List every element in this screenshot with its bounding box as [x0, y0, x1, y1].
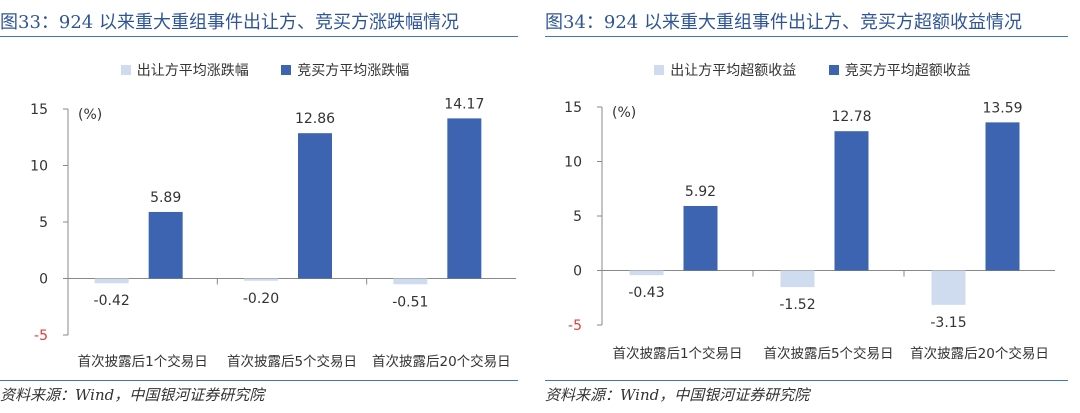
legend-item-seller-excess: 出让方平均超额收益 [654, 60, 796, 80]
x-category-label: 首次披露后1个交易日 [612, 345, 742, 362]
y-tick-label: -5 [34, 328, 48, 344]
x-category-label: 首次披露后5个交易日 [763, 345, 893, 362]
y-tick-label: 15 [30, 102, 48, 118]
bar-seller [780, 270, 815, 288]
legend-label-seller: 出让方平均涨跌幅 [136, 63, 249, 79]
figure-33-chart: -5 0 5 10 15 (%) -0.42 5.89 首次披露后1个交易日 -0.20 12.86… [30, 96, 516, 370]
x-category-label: 首次披露后5个交易日 [227, 353, 357, 370]
legend-label-seller-excess: 出让方平均超额收益 [670, 63, 797, 79]
y-tick-label: 10 [564, 155, 582, 171]
y-tick-label: 5 [573, 209, 582, 225]
bar-buyer [148, 211, 183, 279]
data-label-seller: -1.52 [779, 297, 815, 313]
x-category-label: 首次披露后20个交易日 [910, 345, 1049, 362]
figure-34-title-rule [545, 36, 1068, 37]
data-label-seller: -0.42 [94, 293, 130, 309]
legend-label-buyer-excess: 竞买方平均超额收益 [844, 63, 971, 79]
legend-item-buyer-excess: 竞买方平均超额收益 [828, 60, 971, 80]
data-label-buyer: 14.17 [444, 96, 484, 112]
figure-33-source: 资料来源：Wind，中国银河证券研究院 [0, 386, 265, 404]
figure-34-chart: -5 0 5 10 15 (%) -0.43 5.92 首次披露后1个交易日 -1.52 12.78… [564, 100, 1055, 362]
data-label-buyer: 12.78 [831, 109, 871, 125]
figure-34-panel: 图34：924 以来重大重组事件出让方、竞买方超额收益情况 出让方平均超额收益 … [545, 0, 1080, 413]
legend-item-buyer: 竞买方平均涨跌幅 [281, 60, 409, 80]
bar-seller [393, 278, 428, 285]
figure-34-source-rule [545, 380, 1068, 381]
bar-seller [94, 278, 129, 284]
bar-seller [931, 270, 966, 305]
bar-buyer [447, 118, 482, 279]
figure-33-legend: 出让方平均涨跌幅 竞买方平均涨跌幅 [0, 60, 530, 80]
bar-seller [629, 270, 664, 276]
data-label-seller: -0.51 [392, 294, 428, 310]
legend-swatch-seller-excess [654, 65, 665, 75]
y-tick-label: 0 [573, 264, 582, 280]
figure-34-legend: 出让方平均超额收益 竞买方平均超额收益 [545, 60, 1080, 80]
y-tick-label: 15 [564, 100, 582, 116]
figure-33-title-rule [0, 36, 518, 37]
figure-33-title: 图33：924 以来重大重组事件出让方、竞买方涨跌幅情况 [0, 12, 459, 33]
legend-swatch-buyer [281, 65, 292, 75]
bar-buyer [298, 133, 332, 279]
legend-swatch-seller [120, 65, 131, 75]
x-category-label: 首次披露后20个交易日 [372, 353, 511, 370]
data-label-seller: -0.20 [243, 291, 279, 307]
data-label-seller: -3.15 [930, 315, 966, 331]
legend-item-seller: 出让方平均涨跌幅 [120, 60, 249, 80]
figure-34-source: 资料来源：Wind，中国银河证券研究院 [545, 386, 810, 404]
bar-buyer [834, 131, 869, 271]
figure-34-title: 图34：924 以来重大重组事件出让方、竞买方超额收益情况 [545, 12, 1022, 33]
y-tick-label: 5 [39, 215, 48, 231]
figure-33-panel: 图33：924 以来重大重组事件出让方、竞买方涨跌幅情况 出让方平均涨跌幅 竞买… [0, 0, 530, 413]
legend-label-buyer: 竞买方平均涨跌幅 [297, 63, 410, 79]
y-unit-label: (%) [78, 107, 102, 123]
data-label-seller: -0.43 [628, 285, 664, 301]
y-tick-label: -5 [568, 318, 582, 334]
data-label-buyer: 5.89 [150, 190, 181, 206]
legend-swatch-buyer-excess [828, 65, 839, 75]
data-label-buyer: 12.86 [295, 111, 335, 127]
bar-buyer [683, 205, 718, 271]
data-label-buyer: 13.59 [982, 100, 1022, 116]
y-tick-label: 10 [30, 159, 48, 175]
y-tick-label: 0 [39, 272, 48, 288]
bar-seller [244, 278, 278, 281]
x-category-label: 首次披露后1个交易日 [78, 353, 208, 370]
figure-33-source-rule [0, 380, 518, 381]
y-unit-label: (%) [612, 105, 636, 121]
bar-buyer [985, 122, 1020, 271]
data-label-buyer: 5.92 [685, 184, 716, 200]
